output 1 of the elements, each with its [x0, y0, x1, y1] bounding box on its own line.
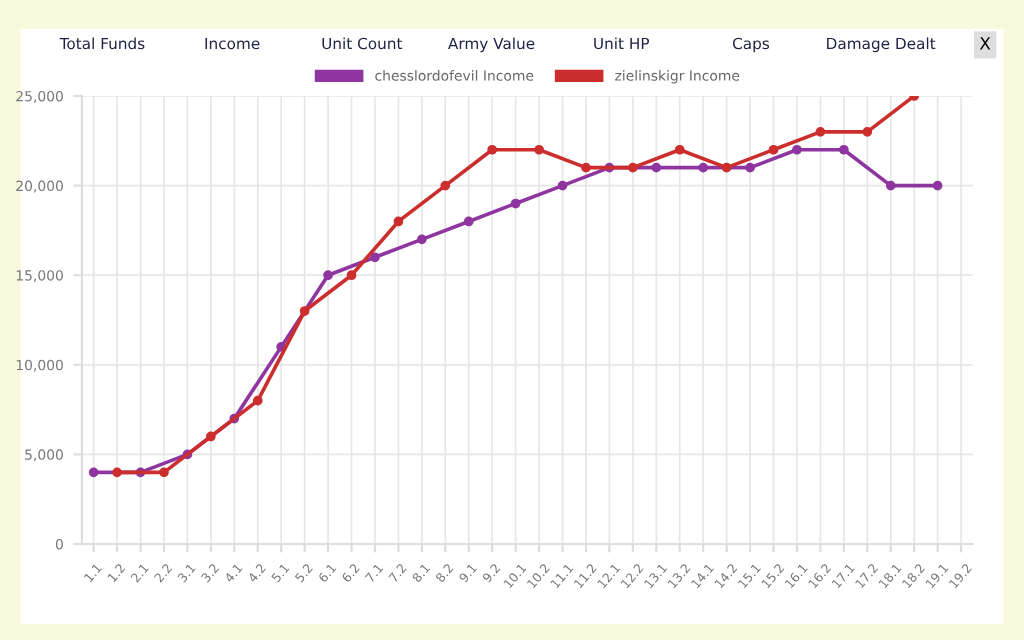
text: X — [979, 37, 991, 50]
